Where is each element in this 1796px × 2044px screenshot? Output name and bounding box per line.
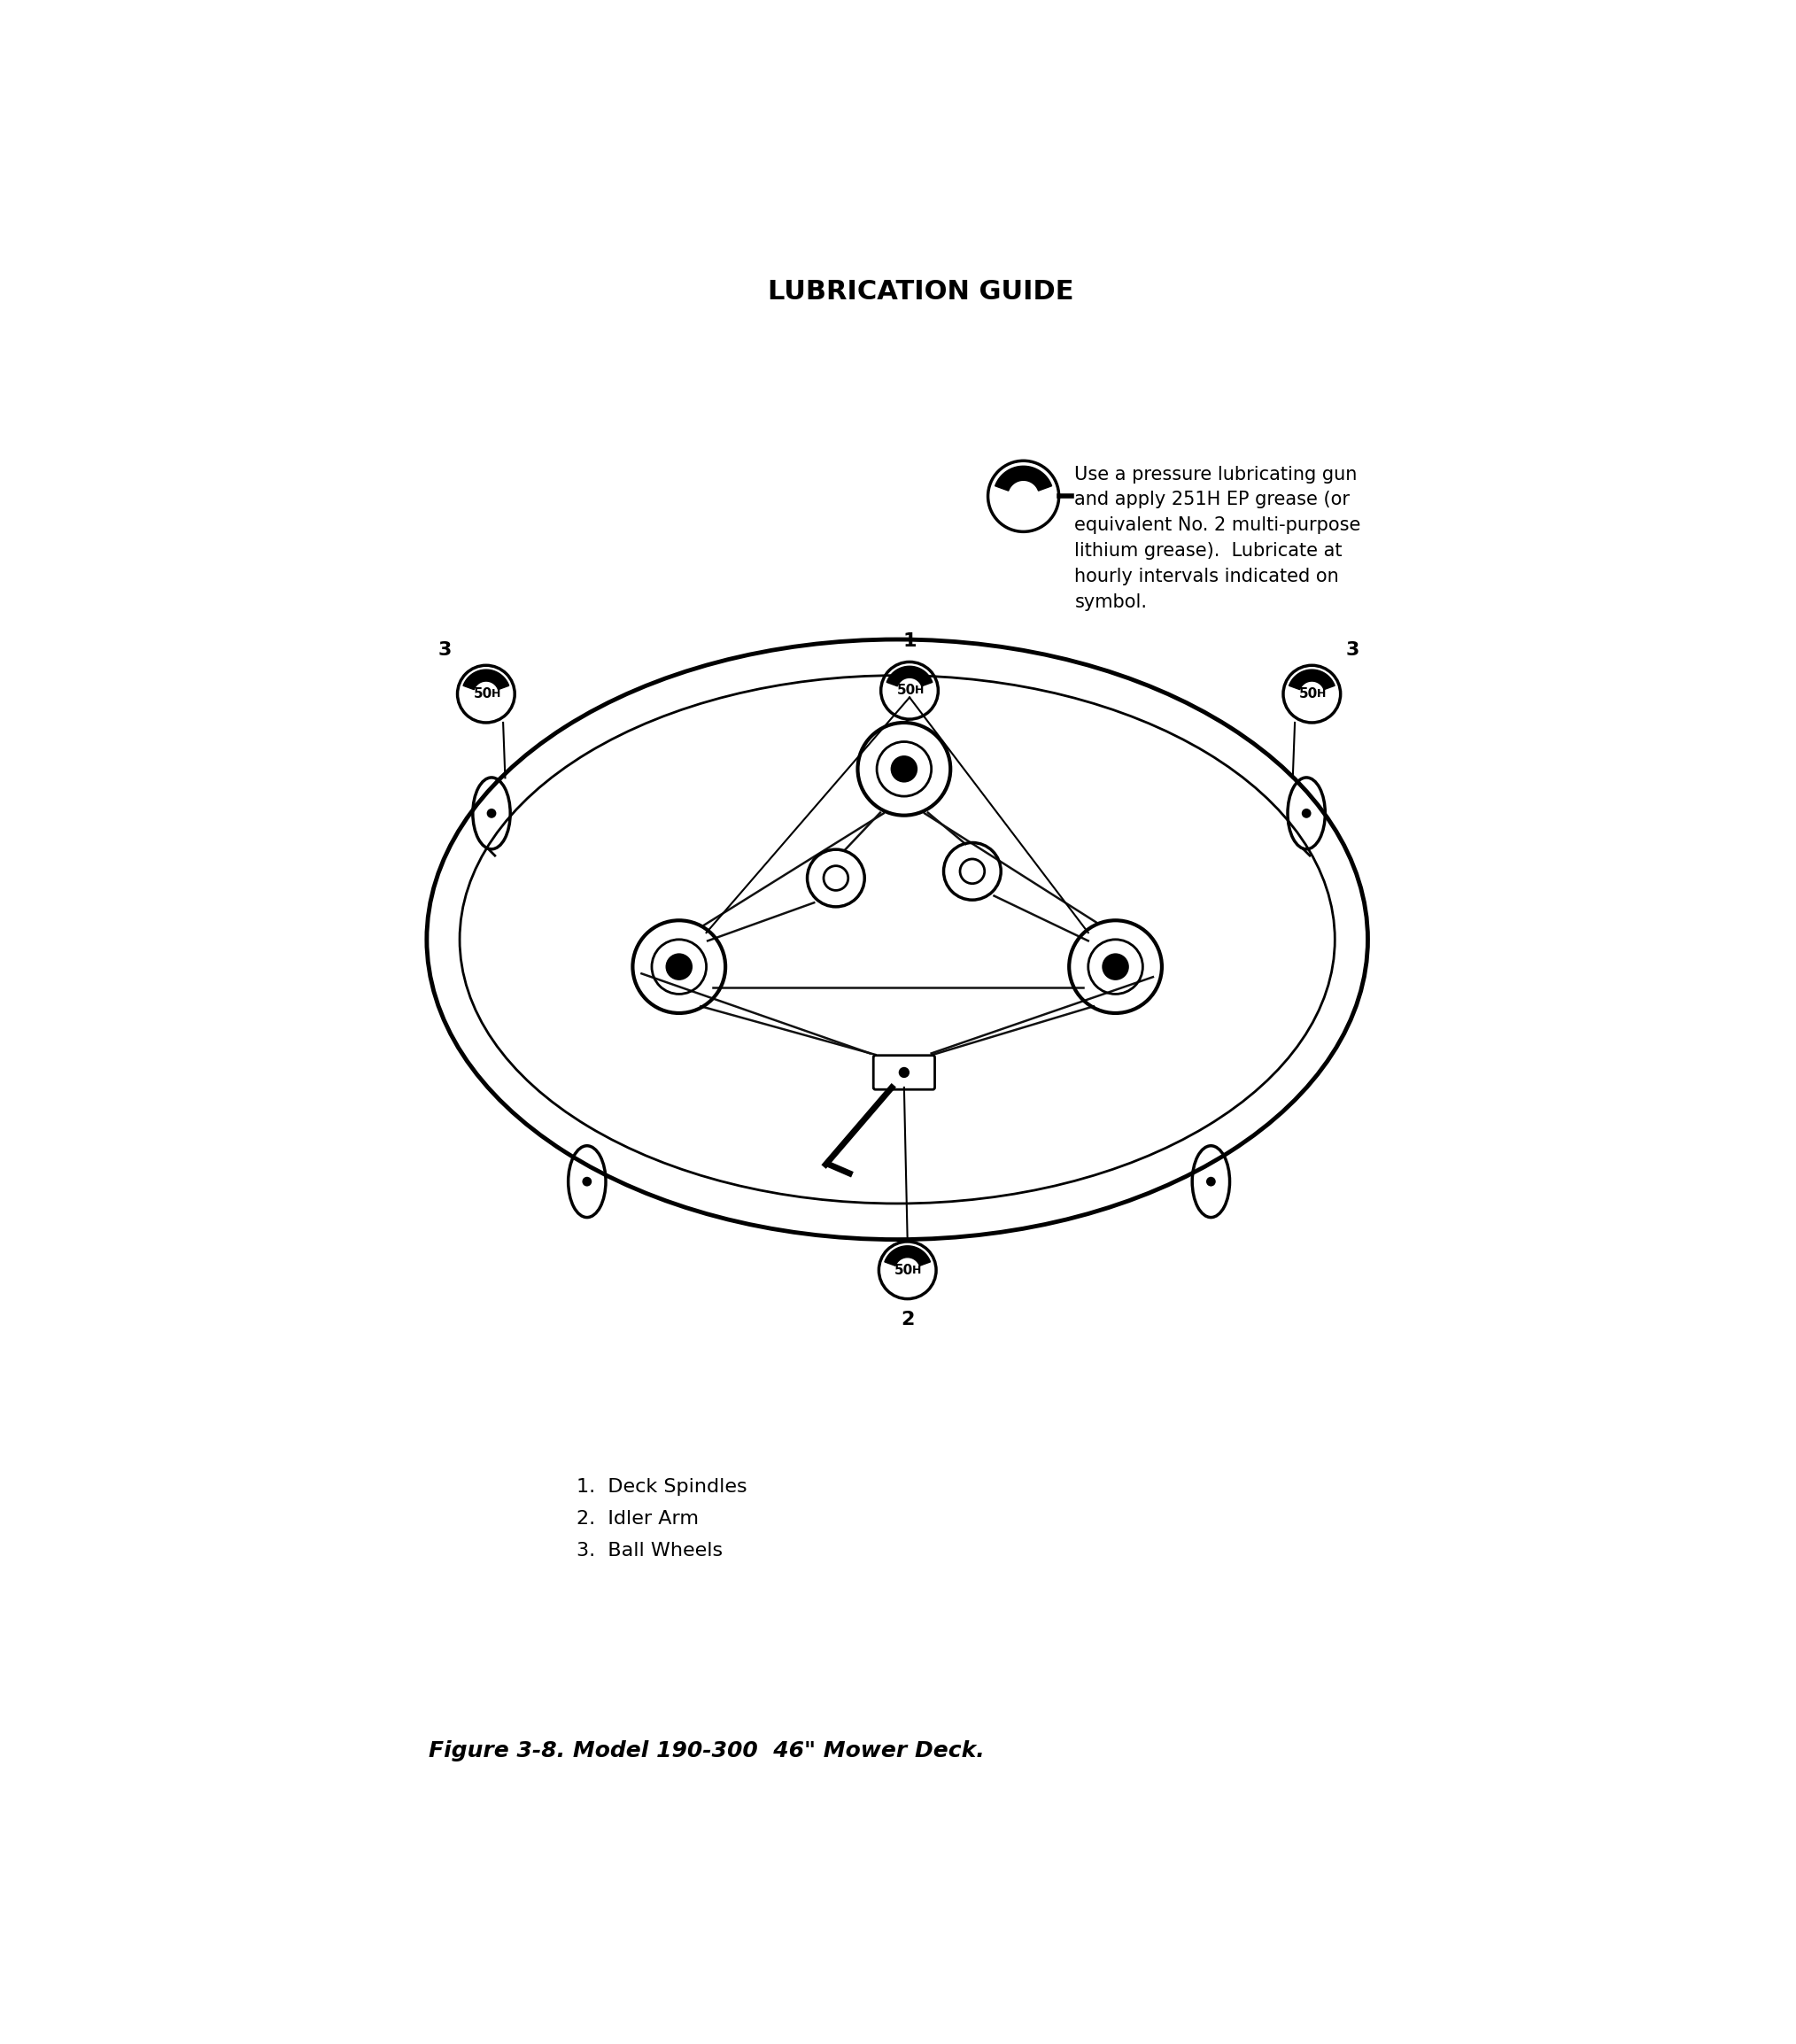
- Text: Use a pressure lubricating gun
and apply 251H EP grease (or
equivalent No. 2 mul: Use a pressure lubricating gun and apply…: [1074, 466, 1361, 611]
- Circle shape: [487, 809, 496, 818]
- Polygon shape: [463, 670, 508, 689]
- Polygon shape: [887, 666, 932, 687]
- Circle shape: [893, 756, 916, 781]
- Circle shape: [1103, 955, 1128, 979]
- Circle shape: [582, 1177, 591, 1186]
- Text: 50: 50: [896, 685, 916, 697]
- Text: 3: 3: [438, 642, 453, 658]
- Text: 50: 50: [474, 687, 492, 701]
- Circle shape: [898, 1067, 909, 1077]
- Polygon shape: [995, 466, 1052, 491]
- Text: 1.  Deck Spindles
2.  Idler Arm
3.  Ball Wheels: 1. Deck Spindles 2. Idler Arm 3. Ball Wh…: [577, 1478, 747, 1560]
- Circle shape: [1207, 1177, 1216, 1186]
- Text: 1: 1: [903, 632, 916, 650]
- Text: Figure 3-8. Model 190-300  46" Mower Deck.: Figure 3-8. Model 190-300 46" Mower Deck…: [429, 1739, 984, 1762]
- Text: 50: 50: [894, 1263, 914, 1278]
- Text: H: H: [490, 689, 501, 699]
- Text: 50: 50: [1299, 687, 1318, 701]
- Text: 3: 3: [1345, 642, 1360, 658]
- Text: H: H: [912, 1265, 921, 1275]
- Text: H: H: [1316, 689, 1325, 699]
- Text: H: H: [914, 685, 923, 697]
- Circle shape: [1302, 809, 1311, 818]
- Text: LUBRICATION GUIDE: LUBRICATION GUIDE: [767, 278, 1074, 305]
- Polygon shape: [1290, 670, 1334, 689]
- Polygon shape: [885, 1247, 930, 1265]
- Circle shape: [666, 955, 691, 979]
- Text: 2: 2: [900, 1310, 914, 1329]
